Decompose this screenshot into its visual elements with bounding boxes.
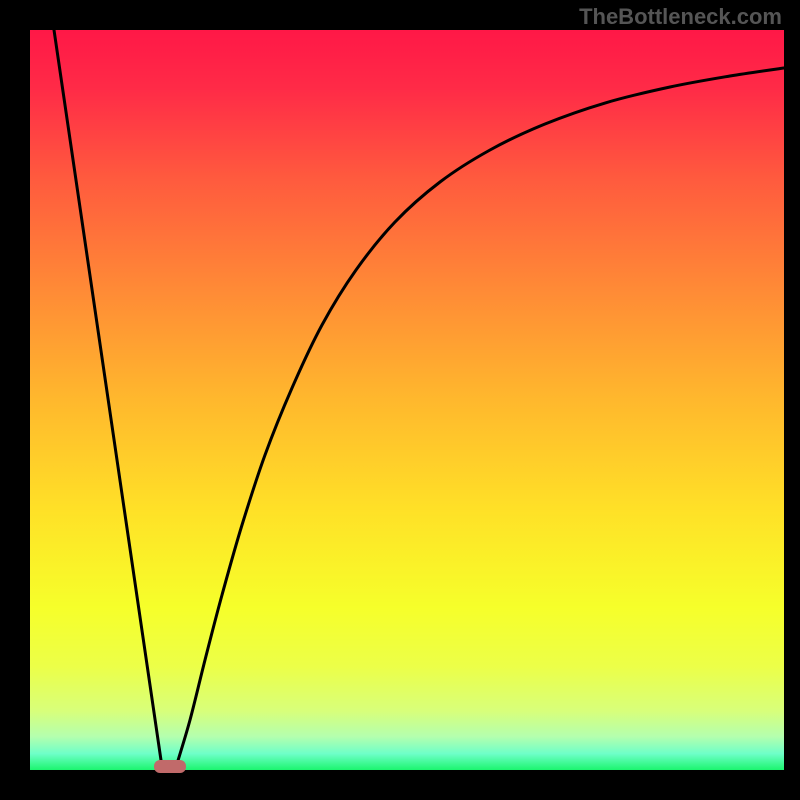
curve-overlay: [0, 0, 800, 800]
watermark-text: TheBottleneck.com: [579, 4, 782, 30]
watermark-label: TheBottleneck.com: [579, 4, 782, 29]
chart-container: TheBottleneck.com: [0, 0, 800, 800]
bottleneck-curve: [54, 30, 784, 767]
optimum-marker: [154, 760, 186, 773]
